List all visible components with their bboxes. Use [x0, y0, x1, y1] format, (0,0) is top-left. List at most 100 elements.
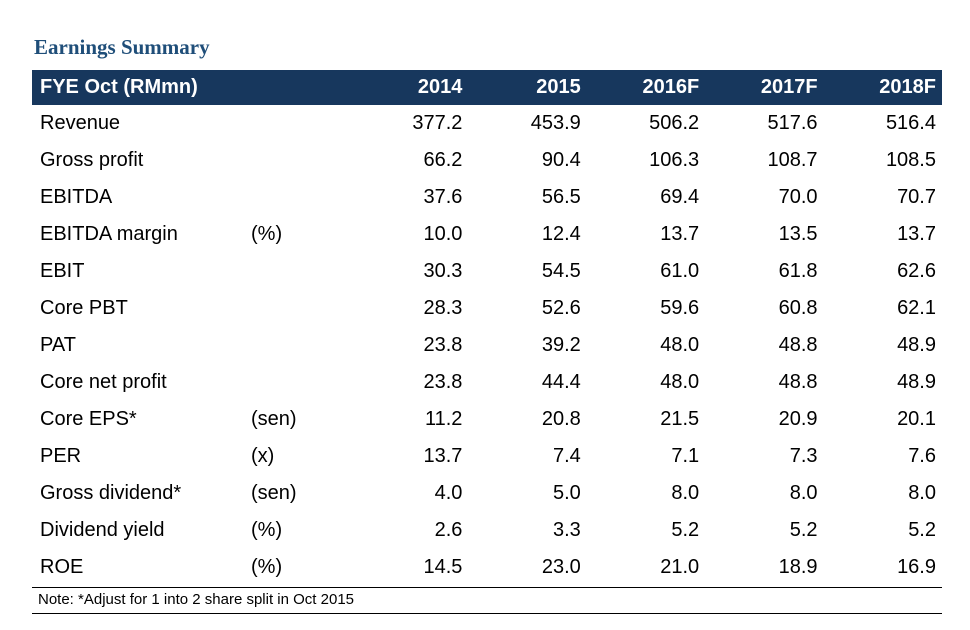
row-label: Revenue: [40, 112, 121, 134]
header-year: 2015: [468, 70, 587, 105]
row-value: 7.4: [552, 445, 581, 467]
row-value: 8.0: [789, 482, 818, 504]
row-value: 54.5: [541, 260, 581, 282]
row-value: 90.4: [541, 149, 581, 171]
row-value: 506.2: [649, 112, 700, 134]
row-value: 56.5: [541, 186, 581, 208]
page: Earnings Summary FYE Oct (RMmn) 2014 2015…: [32, 35, 942, 614]
row-value: 5.0: [552, 482, 581, 504]
header-year: 2014: [350, 70, 469, 105]
row-label: Core PBT: [40, 297, 128, 319]
row-value: 48.9: [897, 334, 936, 356]
row-value: 5.2: [671, 519, 700, 541]
earnings-summary-table: FYE Oct (RMmn) 2014 2015 2016F 2017F 2018F R…: [32, 70, 942, 586]
row-value: 5.2: [789, 519, 818, 541]
header-year: 2016F: [586, 70, 706, 105]
row-unit: (sen): [251, 482, 297, 504]
row-unit: (%): [251, 223, 283, 245]
row-unit: (%): [251, 556, 283, 578]
row-unit: (x): [251, 445, 275, 467]
row-value: 108.7: [767, 149, 818, 171]
row-value: 48.8: [778, 334, 818, 356]
row-label: Core net profit: [40, 371, 167, 393]
row-value: 20.1: [897, 408, 936, 430]
row-value: 7.1: [671, 445, 700, 467]
table-row: Revenue 377.2 453.9 506.2 517.6 516.4: [32, 105, 942, 142]
row-value: 453.9: [530, 112, 581, 134]
header-year: 2017F: [705, 70, 824, 105]
row-value: 4.0: [434, 482, 463, 504]
table-row: PER (x) 13.7 7.4 7.1 7.3 7.6: [32, 438, 942, 475]
row-value: 37.6: [423, 186, 463, 208]
row-value: 20.8: [541, 408, 581, 430]
row-value: 21.5: [660, 408, 700, 430]
row-value: 8.0: [908, 482, 936, 504]
table-row: Core EPS* (sen) 11.2 20.8 21.5 20.9 20.1: [32, 401, 942, 438]
row-label: EBITDA margin: [40, 223, 178, 245]
row-value: 11.2: [424, 408, 463, 430]
row-label: EBITDA: [40, 186, 113, 208]
row-value: 52.6: [541, 297, 581, 319]
header-label: FYE Oct (RMmn): [32, 70, 350, 105]
row-value: 377.2: [412, 112, 463, 134]
row-label: Gross profit: [40, 149, 144, 171]
row-value: 13.5: [778, 223, 818, 245]
row-value: 62.6: [897, 260, 936, 282]
page-title: Earnings Summary: [34, 35, 210, 59]
row-unit: [247, 142, 350, 179]
row-label: Dividend yield: [40, 519, 165, 541]
row-value: 14.5: [423, 556, 463, 578]
row-value: 21.0: [660, 556, 700, 578]
row-value: 3.3: [552, 519, 581, 541]
row-label: Core EPS*: [40, 408, 137, 430]
row-value: 5.2: [908, 519, 936, 541]
row-value: 48.0: [660, 334, 700, 356]
row-value: 13.7: [897, 223, 936, 245]
row-value: 69.4: [660, 186, 700, 208]
table-row: EBITDA 37.6 56.5 69.4 70.0 70.7: [32, 179, 942, 216]
row-value: 517.6: [767, 112, 818, 134]
row-value: 70.0: [778, 186, 818, 208]
row-value: 70.7: [897, 186, 936, 208]
row-unit: (sen): [251, 408, 297, 430]
row-value: 106.3: [649, 149, 700, 171]
row-value: 44.4: [541, 371, 581, 393]
row-value: 39.2: [541, 334, 581, 356]
row-label: EBIT: [40, 260, 85, 282]
row-value: 23.8: [423, 334, 463, 356]
header-row: FYE Oct (RMmn) 2014 2015 2016F 2017F 2018F: [32, 70, 942, 105]
row-unit: [247, 327, 350, 364]
row-value: 10.0: [423, 223, 463, 245]
row-value: 2.6: [434, 519, 463, 541]
header-year: 2018F: [823, 70, 942, 105]
table-row: PAT 23.8 39.2 48.0 48.8 48.9: [32, 327, 942, 364]
row-value: 48.0: [660, 371, 700, 393]
table-header: FYE Oct (RMmn) 2014 2015 2016F 2017F 2018F: [32, 70, 942, 105]
row-value: 23.8: [423, 371, 463, 393]
row-value: 7.3: [789, 445, 818, 467]
row-value: 66.2: [423, 149, 463, 171]
table-note: Note: *Adjust for 1 into 2 share split i…: [32, 587, 942, 614]
row-unit: [247, 105, 350, 142]
row-unit: [247, 253, 350, 290]
row-value: 13.7: [423, 445, 463, 467]
row-label: Gross dividend*: [40, 482, 182, 504]
table-row: EBIT 30.3 54.5 61.0 61.8 62.6: [32, 253, 942, 290]
row-value: 61.8: [778, 260, 818, 282]
row-value: 48.9: [897, 371, 936, 393]
row-value: 7.6: [908, 445, 936, 467]
row-unit: [247, 179, 350, 216]
row-value: 12.4: [541, 223, 581, 245]
row-value: 60.8: [778, 297, 818, 319]
row-value: 23.0: [541, 556, 581, 578]
table-row: Gross profit 66.2 90.4 106.3 108.7 108.5: [32, 142, 942, 179]
row-value: 8.0: [671, 482, 700, 504]
table-row: ROE (%) 14.5 23.0 21.0 18.9 16.9: [32, 549, 942, 586]
row-value: 20.9: [778, 408, 818, 430]
row-value: 28.3: [423, 297, 463, 319]
row-value: 59.6: [660, 297, 700, 319]
table-row: EBITDA margin (%) 10.0 12.4 13.7 13.5 13.7: [32, 216, 942, 253]
row-unit: [247, 290, 350, 327]
table-body: Revenue 377.2 453.9 506.2 517.6 516.4 Gross pr…: [32, 105, 942, 586]
row-value: 30.3: [423, 260, 463, 282]
